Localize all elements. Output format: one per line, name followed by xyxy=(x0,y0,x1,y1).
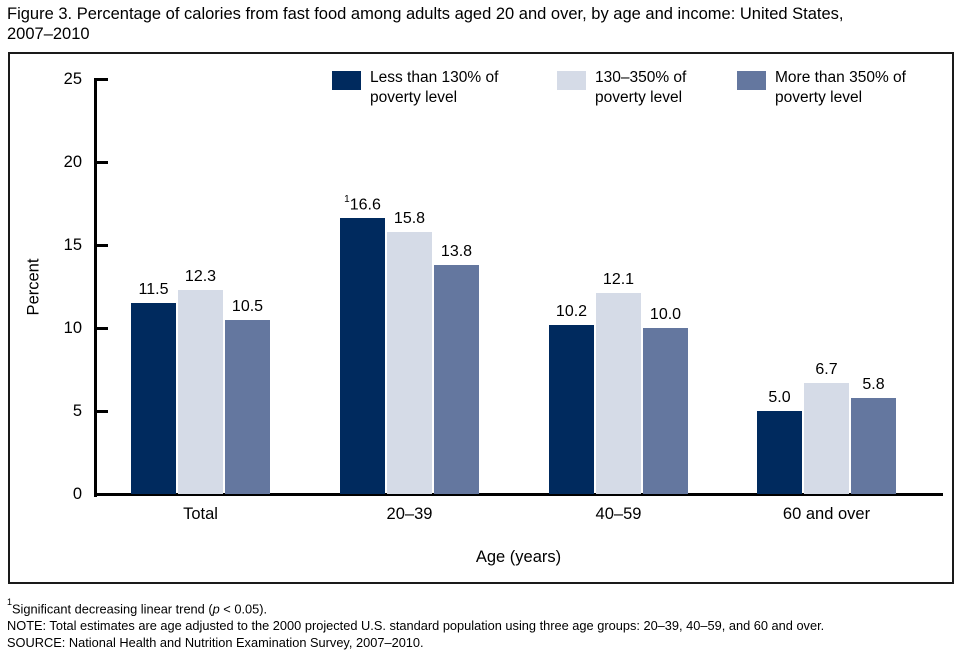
footnote-source: SOURCE: National Health and Nutrition Ex… xyxy=(7,635,424,651)
y-tick-label-0: 0 xyxy=(72,485,82,503)
bar-s3-1: 10.5 xyxy=(225,298,270,494)
bar-value-label: 11.5 xyxy=(138,281,169,299)
category-label-1: Total xyxy=(183,505,218,523)
bar-s1-2: 116.6 xyxy=(340,194,385,494)
bar-value-label: 6.7 xyxy=(815,360,838,378)
legend-label-line: 130–350% of xyxy=(595,69,687,86)
footnote-significance: 1Significant decreasing linear trend (p … xyxy=(7,597,268,617)
category-label-2: 20–39 xyxy=(386,505,433,523)
footnotes: 1Significant decreasing linear trend (p … xyxy=(7,597,824,651)
bar-group-2: 116.6 15.8 13.8 xyxy=(340,194,479,494)
y-tick-label-5: 5 xyxy=(72,402,82,420)
legend-swatch-icon xyxy=(737,71,766,90)
legend-label-line: poverty level xyxy=(370,89,458,106)
footnote-note: NOTE: Total estimates are age adjusted t… xyxy=(7,618,825,634)
legend-label: Less than 130% of poverty level xyxy=(370,68,498,108)
bar-value-label: 5.8 xyxy=(862,375,885,393)
bar-value-label: 13.8 xyxy=(440,242,473,260)
bar-s3-4: 5.8 xyxy=(851,376,896,494)
bar-group-1: 11.5 12.3 10.5 xyxy=(131,268,270,494)
bar-value-label: 15.8 xyxy=(393,209,426,227)
bar-label-superscript: 1 xyxy=(344,194,350,206)
legend-label-line: poverty level xyxy=(595,89,683,106)
figure-title-line1: Figure 3. Percentage of calories from fa… xyxy=(7,5,844,23)
legend-label: More than 350% of poverty level xyxy=(775,68,906,108)
y-axis-line xyxy=(94,78,97,497)
bar-s1-3: 10.2 xyxy=(549,303,594,494)
y-axis-title: Percent xyxy=(24,258,43,316)
bar-group-3: 10.2 12.1 10.0 xyxy=(549,271,688,494)
bar-group-4: 5.0 6.7 5.8 xyxy=(757,361,896,494)
x-axis-title: Age (years) xyxy=(475,548,562,566)
bar-s1-1: 11.5 xyxy=(131,281,176,494)
bar-s3-3: 10.0 xyxy=(643,306,688,494)
y-tick-label-20: 20 xyxy=(63,153,82,171)
bar-value-label: 10.0 xyxy=(649,306,682,323)
y-tick-20 xyxy=(94,161,108,164)
chart-panel: Less than 130% of poverty level 130–350% o… xyxy=(8,52,954,584)
legend-item-3: More than 350% of poverty level xyxy=(737,68,906,108)
category-label-4: 60 and over xyxy=(782,505,871,523)
bar-s1-4: 5.0 xyxy=(757,389,802,494)
bar-s2-1: 12.3 xyxy=(178,268,223,494)
y-tick-label-10: 10 xyxy=(63,319,82,337)
legend-label-line: poverty level xyxy=(775,89,863,106)
chart-panel-inner: Less than 130% of poverty level 130–350% o… xyxy=(10,54,952,582)
legend-label-line: Less than 130% of xyxy=(370,69,499,86)
legend-label-line: More than 350% of xyxy=(775,69,906,86)
y-tick-5 xyxy=(94,410,108,413)
y-tick-label-25: 25 xyxy=(63,70,82,88)
legend-swatch-icon xyxy=(332,71,361,90)
figure-title-line2: 2007–2010 xyxy=(7,25,90,43)
figure-title: Figure 3. Percentage of calories from fa… xyxy=(7,4,952,44)
bar-value-label: 5.0 xyxy=(768,389,791,406)
footnote-superscript: 1 xyxy=(7,597,13,607)
y-tick-25 xyxy=(94,78,108,81)
legend-swatch-icon xyxy=(557,71,586,90)
y-tick-10 xyxy=(94,327,108,330)
bar-value-label: 12.1 xyxy=(602,271,635,289)
legend-item-2: 130–350% of poverty level xyxy=(557,68,686,108)
y-tick-15 xyxy=(94,244,108,247)
legend-item-1: Less than 130% of poverty level xyxy=(332,68,498,108)
bar-s2-2: 15.8 xyxy=(387,210,432,494)
legend-label: 130–350% of poverty level xyxy=(595,68,686,108)
bar-s3-2: 13.8 xyxy=(434,243,479,494)
y-tick-label-15: 15 xyxy=(63,236,82,254)
bar-s2-4: 6.7 xyxy=(804,361,849,494)
bar-value-label: 10.2 xyxy=(555,302,588,320)
bar-value-label: 10.5 xyxy=(231,297,264,315)
bar-value-label: 12.3 xyxy=(184,267,217,285)
bar-s2-3: 12.1 xyxy=(596,271,641,494)
footnote-p-italic: p xyxy=(212,601,220,617)
category-label-3: 40–59 xyxy=(595,505,642,523)
bar-value-label: 116.6 xyxy=(344,194,381,214)
x-axis-line xyxy=(94,493,943,496)
